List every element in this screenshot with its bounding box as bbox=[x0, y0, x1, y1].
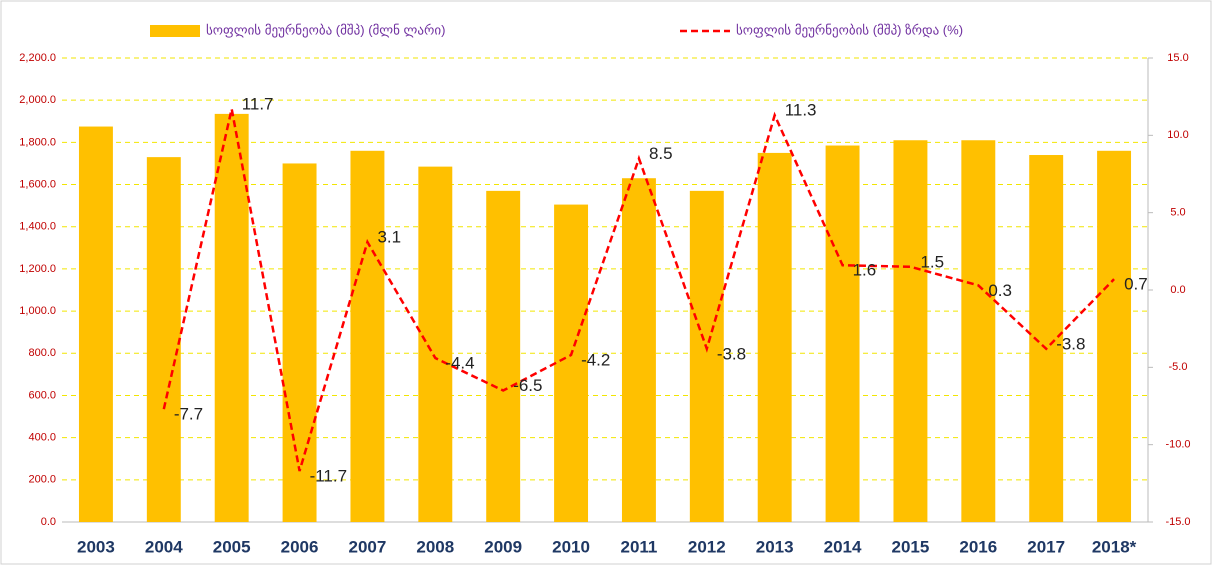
y-tick-label: 1,200.0 bbox=[19, 263, 56, 275]
y-tick-label: 2,200.0 bbox=[19, 52, 56, 64]
bar bbox=[554, 204, 589, 522]
data-label: -3.8 bbox=[717, 344, 746, 363]
y-tick-label: 600.0 bbox=[28, 389, 56, 401]
data-label: 11.7 bbox=[242, 95, 274, 114]
y2-tick-label: 15.0 bbox=[1167, 52, 1188, 64]
y2-tick-label: -15.0 bbox=[1165, 516, 1190, 528]
x-tick-label: 2013 bbox=[756, 537, 794, 556]
y-tick-label: 400.0 bbox=[28, 432, 56, 444]
data-label: 8.5 bbox=[649, 144, 673, 163]
bar bbox=[78, 126, 113, 522]
data-label: 0.7 bbox=[1124, 275, 1148, 294]
bar bbox=[757, 152, 792, 522]
y-tick-label: 1,000.0 bbox=[19, 305, 56, 317]
y-tick-label: 1,800.0 bbox=[19, 136, 56, 148]
x-tick-label: 2007 bbox=[349, 537, 387, 556]
bar bbox=[282, 163, 317, 523]
data-label: 3.1 bbox=[377, 228, 401, 247]
x-tick-label: 2005 bbox=[213, 537, 251, 556]
y2-tick-label: -10.0 bbox=[1165, 439, 1190, 451]
bar bbox=[825, 145, 860, 522]
line bbox=[162, 108, 1115, 472]
data-label: 1.6 bbox=[853, 261, 877, 280]
x-tick-label: 2008 bbox=[416, 537, 454, 556]
x-tick-label: 2003 bbox=[77, 537, 115, 556]
x-tick-label: 2010 bbox=[552, 537, 590, 556]
legend-label: სოფლის მეურნეობის (მშპ) ზრდა (%) bbox=[736, 22, 963, 38]
y2-tick-label: 0.0 bbox=[1170, 284, 1185, 296]
x-tick-label: 2012 bbox=[688, 537, 726, 556]
y-tick-label: 1,400.0 bbox=[19, 221, 56, 233]
x-tick-label: 2011 bbox=[620, 537, 657, 556]
y2-tick-label: -5.0 bbox=[1169, 361, 1188, 373]
x-tick-label: 2004 bbox=[145, 537, 183, 556]
y-tick-label: 800.0 bbox=[28, 347, 56, 359]
bar bbox=[350, 150, 385, 523]
data-label: -3.8 bbox=[1056, 334, 1085, 353]
data-label: -4.4 bbox=[445, 354, 474, 373]
bar bbox=[214, 113, 249, 523]
y2-tick-label: 5.0 bbox=[1170, 207, 1185, 219]
bar bbox=[961, 140, 996, 522]
x-tick-label: 2009 bbox=[484, 537, 522, 556]
y-tick-label: 2,000.0 bbox=[19, 94, 56, 106]
y2-tick-label: 10.0 bbox=[1167, 129, 1188, 141]
data-label: -7.7 bbox=[174, 405, 203, 424]
bar bbox=[1097, 150, 1132, 523]
x-tick-label: 2018* bbox=[1092, 537, 1137, 556]
x-tick-label: 2006 bbox=[281, 537, 319, 556]
y-tick-label: 1,600.0 bbox=[19, 178, 56, 190]
data-label: -11.7 bbox=[310, 466, 348, 485]
data-label: 0.3 bbox=[988, 281, 1012, 300]
bar bbox=[689, 190, 724, 522]
x-tick-label: 2015 bbox=[892, 537, 930, 556]
data-label: 1.5 bbox=[920, 252, 944, 271]
data-label: -6.5 bbox=[513, 376, 542, 395]
legend-label: სოფლის მეურნეობა (მშპ) (მლნ ლარი) bbox=[206, 22, 445, 38]
bar bbox=[621, 178, 656, 522]
y-tick-label: 200.0 bbox=[28, 474, 56, 486]
x-tick-label: 2016 bbox=[959, 537, 997, 556]
bar bbox=[486, 190, 521, 522]
x-tick-label: 2017 bbox=[1027, 537, 1065, 556]
bar bbox=[146, 157, 181, 523]
bar bbox=[893, 140, 928, 522]
x-tick-label: 2014 bbox=[824, 537, 862, 556]
data-label: 11.3 bbox=[785, 101, 817, 120]
bar bbox=[418, 166, 453, 523]
y-tick-label: 0.0 bbox=[41, 516, 56, 528]
data-label: -4.2 bbox=[581, 350, 610, 369]
legend-swatch bbox=[150, 25, 200, 37]
